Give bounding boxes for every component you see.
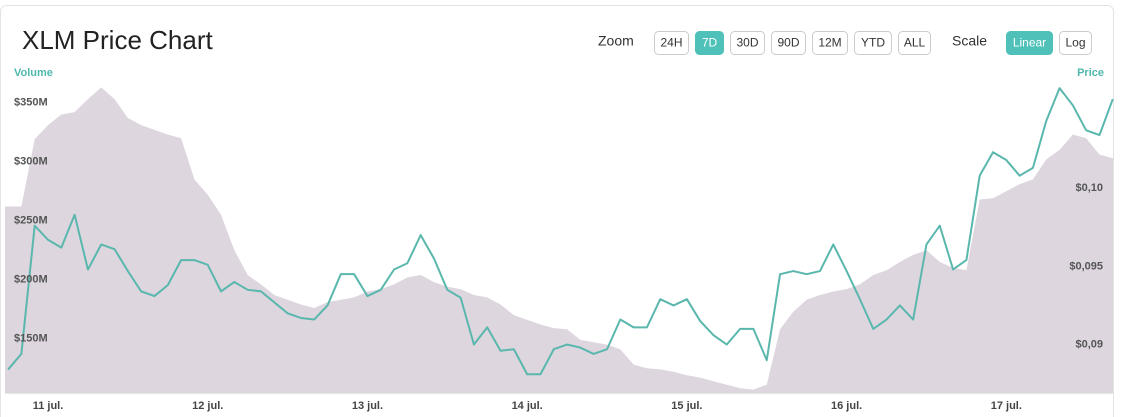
zoom-button[interactable]: YTD [854, 31, 892, 55]
button-label: ALL [904, 36, 926, 50]
zoom-label: Zoom [598, 33, 634, 49]
y2-tick-label: $0,09 [1075, 338, 1103, 350]
button-label: 12M [818, 36, 841, 50]
zoom-button[interactable]: 24H [654, 31, 689, 55]
y-tick-label: $200M [14, 274, 48, 286]
price-line [7, 87, 1114, 376]
button-label: Linear [1013, 36, 1046, 50]
y2-axis-title: Price [1077, 67, 1104, 79]
x-tick-label: 15 jul. [671, 400, 702, 412]
zoom-button[interactable]: ALL [898, 31, 931, 55]
x-tick-label: 13 jul. [352, 400, 383, 412]
x-tick-label: 14 jul. [512, 400, 543, 412]
zoom-button[interactable]: 30D [730, 31, 765, 55]
y2-tick-label: $0,095 [1069, 260, 1103, 272]
button-bg [730, 31, 765, 55]
button-label: 90D [777, 36, 799, 50]
y-tick-label: $150M [14, 333, 48, 345]
button-label: 30D [736, 36, 758, 50]
button-bg [854, 31, 892, 55]
button-bg [771, 31, 806, 55]
button-bg [695, 31, 724, 55]
x-tick-label: 11 jul. [33, 400, 64, 412]
zoom-button[interactable]: 12M [812, 31, 848, 55]
button-bg [654, 31, 689, 55]
volume-area [5, 87, 1113, 393]
y-tick-label: $250M [14, 215, 48, 227]
plot: $150M $200M $250M $300M $350M $0,09 $0,095 $0,1… [5, 67, 1114, 412]
scale-label: Scale [952, 33, 987, 49]
zoom-button[interactable]: 7D [695, 31, 724, 55]
scale-button[interactable]: Log [1059, 31, 1092, 55]
button-label: 24H [660, 36, 682, 50]
button-bg [812, 31, 848, 55]
controls: 24H 7D 30D 90D 12M YTD ALL Linear Log [654, 31, 1092, 55]
button-label: YTD [861, 36, 885, 50]
x-tick-label: 17 jul. [991, 400, 1022, 412]
y-axis-title: Volume [14, 67, 53, 79]
zoom-button[interactable]: 90D [771, 31, 806, 55]
button-bg [1059, 31, 1092, 55]
chart-title: XLM Price Chart [22, 25, 213, 55]
y-tick-label: $350M [14, 97, 48, 109]
scale-button[interactable]: Linear [1006, 31, 1053, 55]
button-bg [898, 31, 931, 55]
button-label: Log [1065, 36, 1085, 50]
x-tick-label: 16 jul. [831, 400, 862, 412]
button-label: 7D [702, 36, 718, 50]
y-tick-label: $300M [14, 156, 48, 168]
button-bg [1006, 31, 1053, 55]
y2-tick-label: $0,10 [1075, 182, 1103, 194]
x-tick-label: 12 jul. [192, 400, 223, 412]
